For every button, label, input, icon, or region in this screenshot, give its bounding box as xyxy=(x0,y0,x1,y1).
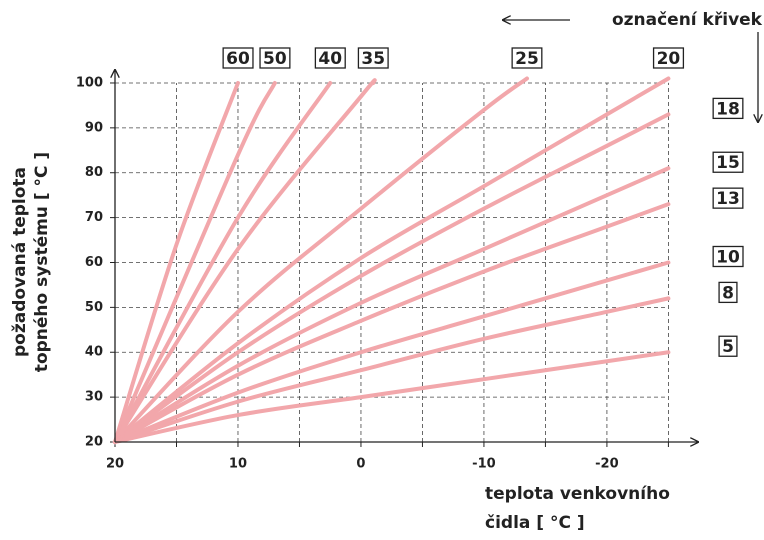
curve-label: 15 xyxy=(712,151,744,173)
curve xyxy=(113,166,671,444)
y-axis-label-line: požadovaná teplota xyxy=(10,167,30,357)
label-box xyxy=(259,47,291,69)
annotation: označení křivek xyxy=(612,10,763,30)
x-tick-label: 0 xyxy=(356,457,365,472)
curve-label-text: 15 xyxy=(716,153,740,173)
curve-label-text: 20 xyxy=(657,49,681,69)
curve-label-text: 5 xyxy=(722,337,734,357)
curve-label: 35 xyxy=(357,47,389,69)
curve xyxy=(113,202,671,444)
curve-label: 60 xyxy=(222,47,254,69)
curve-label-text: 25 xyxy=(515,49,539,69)
y-tick-label: 60 xyxy=(85,255,103,270)
y-axis-label-line: topného systému [ °C ] xyxy=(32,152,52,372)
label-box xyxy=(511,47,543,69)
curve-labels: 60 50 40 35 25 20 18 15 13 10 8 5 xyxy=(222,47,744,357)
curve-label: 18 xyxy=(712,97,744,120)
curve-label: 5 xyxy=(718,335,738,357)
x-tick-label: -20 xyxy=(595,457,619,472)
curve xyxy=(113,80,333,444)
label-box xyxy=(712,187,744,209)
curve xyxy=(113,78,377,444)
curve xyxy=(113,80,240,444)
y-tick-label: 40 xyxy=(85,345,103,360)
label-box xyxy=(357,47,389,69)
axes xyxy=(115,70,698,442)
curve-label: 25 xyxy=(511,47,543,69)
curve xyxy=(113,76,529,444)
curve-label-text: 60 xyxy=(226,49,250,69)
label-box xyxy=(314,47,346,69)
curve-label-text: 13 xyxy=(716,189,740,209)
curve-label: 40 xyxy=(314,47,346,69)
curve-label: 10 xyxy=(712,245,744,268)
y-tick-label: 30 xyxy=(85,390,103,405)
curve xyxy=(113,80,277,444)
curve-label: 13 xyxy=(712,187,744,209)
x-axis-label: teplota venkovního xyxy=(485,484,670,504)
y-axis-label: požadovaná teplota topného systému [ °C … xyxy=(10,152,52,372)
y-tick-label: 80 xyxy=(85,165,103,180)
label-box xyxy=(712,151,744,173)
curve xyxy=(113,350,671,444)
curve xyxy=(113,76,671,444)
y-tick-label: 90 xyxy=(85,120,103,135)
curve-label-text: 50 xyxy=(263,49,287,69)
curve-label-text: 35 xyxy=(361,49,385,69)
curve-label: 20 xyxy=(652,47,685,69)
curve-label: 8 xyxy=(718,281,738,304)
curve xyxy=(113,296,671,444)
x-tick-label: 10 xyxy=(229,457,247,472)
x-tick-label: 20 xyxy=(106,457,124,472)
y-tick-label: 50 xyxy=(85,300,103,315)
label-box xyxy=(652,47,685,69)
label-box xyxy=(718,281,738,304)
curve-label: 50 xyxy=(259,47,291,69)
label-box xyxy=(712,245,744,268)
y-tick-label: 70 xyxy=(85,210,103,225)
label-box xyxy=(222,47,254,69)
y-tick-label: 20 xyxy=(85,435,103,450)
curve-label-text: 10 xyxy=(716,247,740,267)
curve xyxy=(113,112,671,444)
curve-label-text: 40 xyxy=(318,49,342,69)
curve xyxy=(113,260,671,444)
x-tick-label: -10 xyxy=(472,457,496,472)
label-box xyxy=(718,335,738,357)
label-box xyxy=(712,97,744,120)
curves xyxy=(113,76,671,444)
curve-label-text: 8 xyxy=(722,283,734,303)
y-tick-label: 100 xyxy=(76,75,103,90)
curve-label-text: 18 xyxy=(716,99,740,119)
x-axis-label: čidla [ °C ] xyxy=(485,513,585,533)
